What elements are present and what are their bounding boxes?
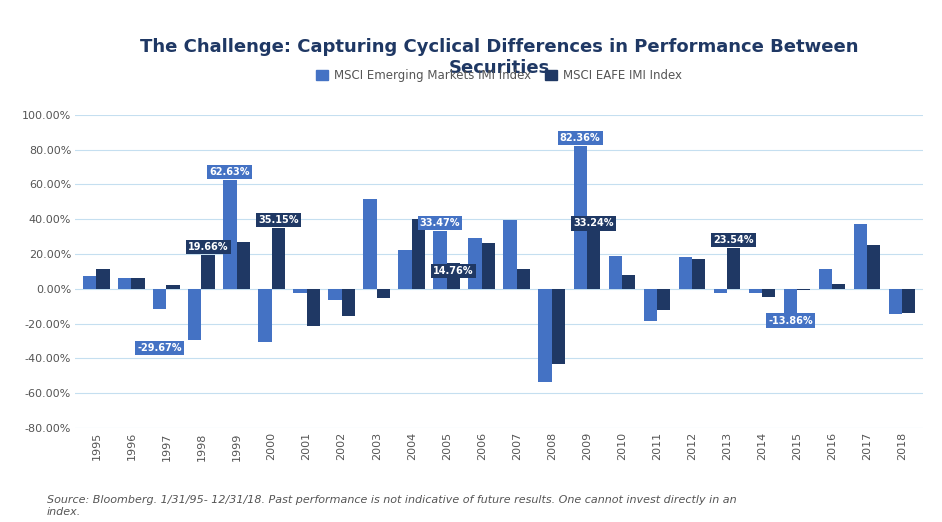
Bar	[539, 289, 552, 382]
Bar	[118, 278, 132, 289]
Bar	[236, 242, 250, 289]
Bar	[306, 289, 320, 326]
Bar	[412, 219, 425, 289]
Bar	[223, 180, 236, 289]
Bar	[574, 146, 587, 289]
Bar	[643, 289, 657, 321]
Bar	[433, 231, 447, 289]
Bar	[902, 289, 916, 313]
Bar	[377, 289, 390, 298]
Bar	[188, 289, 202, 340]
Bar	[329, 289, 342, 300]
Bar	[832, 284, 845, 289]
Bar	[552, 289, 565, 364]
Bar	[132, 278, 145, 289]
Text: 33.47%: 33.47%	[420, 218, 461, 228]
Text: -29.67%: -29.67%	[138, 343, 182, 353]
Text: 82.36%: 82.36%	[560, 133, 600, 143]
Bar	[678, 257, 692, 289]
Bar	[83, 276, 96, 289]
Bar	[398, 250, 412, 289]
Bar	[587, 231, 600, 289]
Bar	[468, 238, 481, 289]
Text: 33.24%: 33.24%	[574, 218, 614, 229]
Bar	[657, 289, 670, 310]
Bar	[889, 289, 902, 314]
Bar	[609, 256, 622, 289]
Bar	[797, 289, 810, 290]
Bar	[853, 224, 867, 289]
Bar	[867, 245, 881, 289]
Bar	[727, 248, 740, 289]
Bar	[714, 289, 727, 293]
Bar	[749, 289, 762, 293]
Text: Source: Bloomberg. 1/31/95- 12/31/18. Past performance is not indicative of futu: Source: Bloomberg. 1/31/95- 12/31/18. Pa…	[47, 495, 737, 517]
Bar	[784, 289, 797, 313]
Bar	[503, 220, 517, 289]
Legend: MSCI Emerging Markets IMI Index, MSCI EAFE IMI Index: MSCI Emerging Markets IMI Index, MSCI EA…	[312, 64, 687, 87]
Bar	[258, 289, 271, 342]
Bar	[762, 289, 775, 298]
Bar	[364, 199, 377, 289]
Bar	[202, 255, 215, 289]
Bar	[167, 285, 180, 289]
Bar	[481, 243, 495, 289]
Text: 14.76%: 14.76%	[433, 266, 474, 276]
Title: The Challenge: Capturing Cyclical Differences in Performance Between
Securities: The Challenge: Capturing Cyclical Differ…	[140, 39, 858, 77]
Text: 35.15%: 35.15%	[258, 215, 299, 225]
Bar	[96, 269, 109, 289]
Bar	[447, 263, 460, 289]
Bar	[692, 259, 706, 289]
Text: -13.86%: -13.86%	[768, 316, 813, 326]
Bar	[342, 289, 355, 316]
Bar	[622, 275, 635, 289]
Text: 19.66%: 19.66%	[187, 242, 228, 252]
Bar	[154, 289, 167, 309]
Bar	[293, 289, 306, 293]
Text: 62.63%: 62.63%	[210, 167, 251, 177]
Text: 23.54%: 23.54%	[713, 235, 754, 245]
Bar	[271, 228, 284, 289]
Bar	[819, 269, 832, 289]
Bar	[517, 269, 530, 289]
